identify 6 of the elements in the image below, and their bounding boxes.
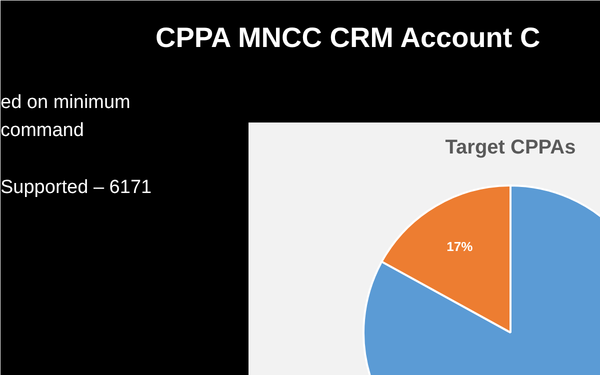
- text: CPPA MNCC CRM Account C: [156, 22, 540, 53]
- text: command: [0, 120, 84, 141]
- text: ed on minimum: [0, 92, 130, 113]
- chart-title: Target CPPAs: [445, 136, 576, 158]
- data-label: 17%: [446, 238, 474, 254]
- text: Supported – 6171: [0, 177, 152, 198]
